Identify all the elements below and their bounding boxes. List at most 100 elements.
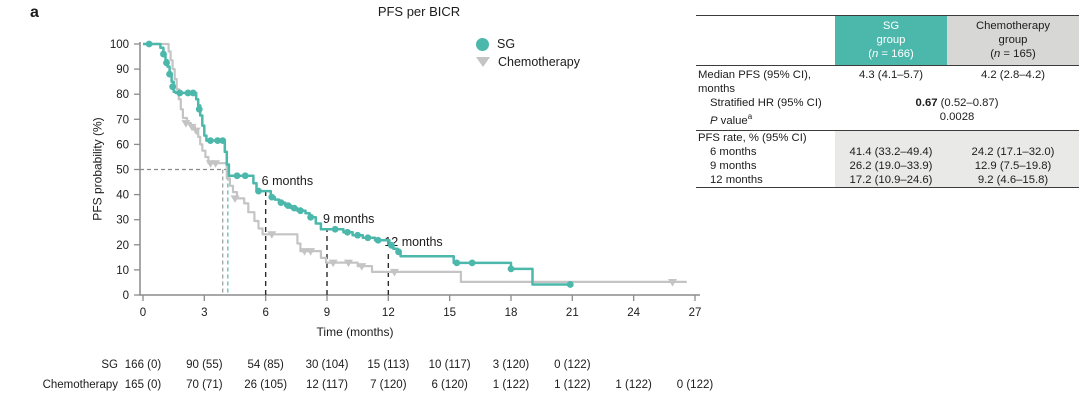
sg-censor-mark (468, 259, 476, 267)
chemo-header-line2: group (998, 34, 1028, 46)
chemo-censor-mark (230, 195, 240, 203)
sg-censor-mark (176, 89, 184, 97)
hazard-ratio-label: Stratified HR (95% CI) (710, 97, 822, 109)
sg-censor-mark (566, 281, 574, 288)
risk-count-value: 70 (71) (186, 379, 223, 391)
sg-censor-mark (207, 137, 214, 145)
timepoint-label: 6 months (262, 174, 313, 188)
chemo-censor-mark (667, 278, 677, 287)
chart-title: PFS per BICR (377, 4, 461, 19)
sg-censor-mark (241, 172, 249, 180)
chemo-censor-mark (343, 259, 353, 268)
chemo-censor-mark (187, 123, 197, 132)
stats-header-empty (696, 16, 835, 65)
stats-header-chemo: Chemotherapy group (n = 165) (947, 16, 1079, 65)
sg-censor-mark (374, 236, 382, 244)
y-tick-label: 60 (116, 139, 129, 151)
legend-label-chemotherapy: Chemotherapy (498, 55, 580, 69)
pfs-rate-6mo-row: 6 months 41.4 (33.2–49.4) 24.2 (17.1–32.… (696, 144, 1079, 159)
chemo-censor-mark (300, 248, 310, 256)
pfs-rate-12mo-row: 12 months 17.2 (10.9–24.6) 9.2 (4.6–15.8… (696, 172, 1079, 187)
sg-header-line1: SG (882, 20, 900, 32)
chemo-header-n: (n = 165) (990, 48, 1036, 60)
circle-icon (476, 37, 489, 51)
x-tick-label: 12 (382, 307, 395, 319)
median-pfs-row: Median PFS (95% CI), months 4.3 (4.1–5.7… (696, 68, 1079, 96)
stats-section-rates: PFS rate, % (95% CI) 6 months 41.4 (33.2… (696, 130, 1079, 187)
y-tick-label: 40 (116, 190, 129, 202)
x-tick-label: 24 (627, 307, 640, 319)
sg-censor-mark (184, 89, 192, 97)
risk-count-value: 12 (117) (306, 379, 348, 391)
sg-censor-mark (166, 70, 173, 78)
x-tick-label: 3 (201, 307, 207, 319)
sg-censor-mark (290, 204, 298, 212)
chemo-censor-mark (306, 248, 316, 256)
sg-censor-mark (160, 50, 167, 58)
risk-count-value: 0 (122) (554, 359, 591, 371)
risk-count-value: 1 (122) (493, 379, 530, 391)
risk-count-value: 1 (122) (554, 379, 591, 391)
pfs-rate-6mo-chemo: 24.2 (17.1–32.0) (947, 144, 1079, 159)
hazard-ratio-value: 0.67 (0.52–0.87) (915, 97, 999, 109)
pfs-rate-6mo-label: 6 months (710, 145, 757, 158)
sg-censor-mark (387, 241, 395, 249)
sg-header-line2: group (876, 34, 906, 46)
sg-censor-mark (255, 187, 262, 195)
sg-header-n: (n = 166) (868, 48, 914, 60)
sg-censor-mark (219, 137, 227, 145)
chemo-censor-mark (328, 259, 338, 268)
y-tick-label: 50 (116, 165, 129, 177)
risk-row-label: SG (101, 359, 118, 371)
km-curve-sg (143, 42, 571, 286)
risk-count-value: 3 (120) (493, 359, 530, 371)
x-tick-label: 27 (689, 307, 702, 319)
x-tick-label: 9 (324, 307, 330, 319)
stats-table-divider (696, 129, 1079, 131)
sg-censor-mark (297, 207, 304, 215)
chemo-censor-mark (181, 120, 191, 128)
x-tick-label: 18 (505, 307, 518, 319)
sg-censor-mark (344, 228, 351, 236)
pfs-rate-6mo-sg: 41.4 (33.2–49.4) (835, 144, 947, 159)
risk-row-label: Chemotherapy (43, 379, 119, 391)
x-axis-title: Time (months) (316, 325, 394, 339)
sg-censor-mark (233, 172, 241, 180)
sg-censor-mark (145, 40, 153, 48)
median-pfs-sg-value: 4.3 (4.1–5.7) (858, 69, 924, 81)
stats-section-top: Median PFS (95% CI), months 4.3 (4.1–5.7… (696, 66, 1079, 130)
chemo-censor-mark (357, 263, 367, 271)
pfs-rate-header-label: PFS rate, % (95% CI) (698, 131, 807, 144)
risk-count-value: 165 (0) (125, 379, 162, 391)
chemo-header-line1: Chemotherapy (975, 20, 1051, 32)
legend-item-sg: SG (476, 35, 580, 53)
panel-label: a (30, 4, 39, 21)
sg-censor-mark (507, 265, 515, 273)
y-tick-label: 20 (116, 240, 129, 252)
risk-count-value: 10 (117) (429, 359, 471, 371)
chemo-censor-mark (191, 127, 201, 136)
pfs-rate-12mo-label: 12 months (710, 173, 763, 186)
y-tick-label: 100 (110, 39, 129, 51)
x-tick-label: 0 (140, 307, 146, 319)
sg-censor-mark (214, 137, 222, 145)
sg-censor-mark (307, 213, 315, 221)
timepoint-label: 9 months (323, 212, 374, 226)
sg-censor-mark (195, 105, 203, 113)
plot-legend: SG Chemotherapy (476, 35, 580, 71)
pfs-rate-header-shade (835, 130, 1079, 145)
y-tick-label: 80 (116, 89, 129, 101)
pfs-rate-12mo-sg: 17.2 (10.9–24.6) (835, 172, 947, 187)
sg-censor-mark (453, 259, 461, 267)
risk-count-value: 0 (122) (677, 379, 714, 391)
hazard-ratio-row: Stratified HR (95% CI) 0.67 (0.52–0.87) (696, 96, 1079, 110)
risk-count-value: 54 (85) (247, 359, 284, 371)
sg-censor-mark (189, 89, 197, 97)
pfs-rate-9mo-label: 9 months (710, 159, 757, 172)
y-tick-label: 30 (116, 215, 129, 227)
legend-item-chemotherapy: Chemotherapy (476, 53, 580, 71)
risk-count-value: 166 (0) (125, 359, 162, 371)
pfs-rate-9mo-row: 9 months 26.2 (19.0–33.9) 12.9 (7.5–19.8… (696, 158, 1079, 173)
